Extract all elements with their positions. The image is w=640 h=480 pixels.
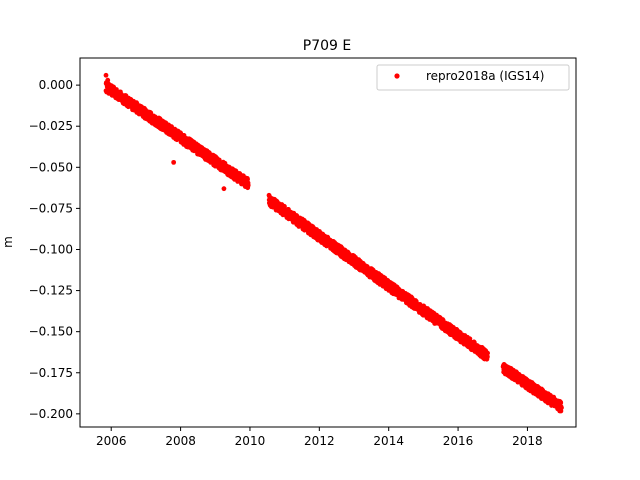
y-axis: 0.000 −0.025 −0.050 −0.075 −0.100 −0.125 −0.15… <box>29 78 80 421</box>
x-tick-label: 2010 <box>235 434 266 448</box>
y-tick-label: −0.175 <box>29 366 73 380</box>
y-tick-label: −0.150 <box>29 325 73 339</box>
y-tick-label: −0.200 <box>29 407 73 421</box>
x-tick-label: 2016 <box>443 434 474 448</box>
legend-label: repro2018a (IGS14) <box>426 69 544 83</box>
y-tick-label: −0.075 <box>29 201 73 215</box>
y-tick-label: −0.050 <box>29 160 73 174</box>
legend: repro2018a (IGS14) <box>376 64 570 91</box>
data-point <box>221 186 227 192</box>
data-points <box>103 72 564 414</box>
x-tick-label: 2018 <box>512 434 543 448</box>
x-axis: 2006 2008 2010 2012 2014 2016 2018 <box>96 427 543 448</box>
data-point <box>558 400 564 406</box>
legend-marker <box>394 73 400 79</box>
data-point <box>485 350 490 356</box>
chart-title: P709 E <box>303 38 351 54</box>
data-point <box>171 159 177 165</box>
x-tick-label: 2008 <box>165 434 196 448</box>
y-tick-label: −0.025 <box>29 119 73 133</box>
data-point <box>105 77 111 83</box>
x-tick-label: 2014 <box>373 434 404 448</box>
data-point <box>103 72 109 78</box>
data-point <box>245 182 251 188</box>
y-tick-label: −0.100 <box>29 242 73 256</box>
plot-frame <box>79 57 577 428</box>
x-tick-label: 2006 <box>96 434 127 448</box>
data-point <box>559 405 564 411</box>
y-tick-label: 0.000 <box>39 78 73 92</box>
x-tick-label: 2012 <box>304 434 335 448</box>
legend-box <box>376 64 570 91</box>
y-axis-label: m <box>1 236 15 248</box>
y-tick-label: −0.125 <box>29 284 73 298</box>
data-point <box>245 177 250 182</box>
data-point <box>148 110 154 116</box>
plot-area <box>79 57 577 428</box>
data-point <box>484 354 490 360</box>
